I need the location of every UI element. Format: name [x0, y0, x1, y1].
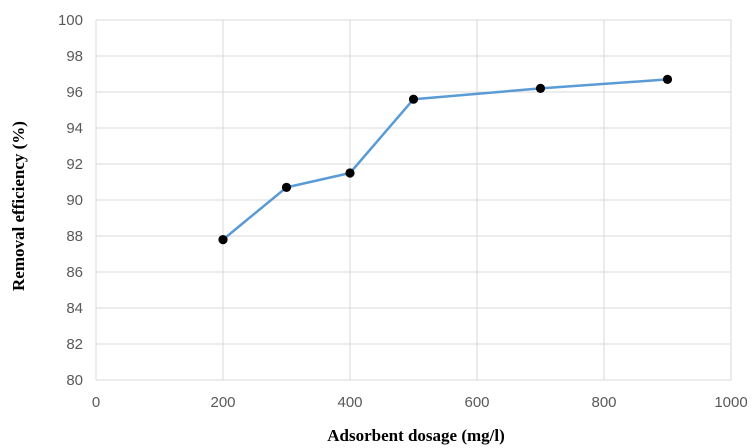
y-tick-label: 88	[66, 228, 83, 245]
y-axis-title: Removal efficiency (%)	[9, 121, 28, 291]
y-tick-label: 90	[66, 192, 83, 209]
y-tick-label: 100	[58, 12, 83, 29]
data-point	[281, 182, 292, 192]
series-line	[222, 78, 668, 241]
x-tick-label: 800	[591, 394, 616, 411]
x-tick-label: 400	[337, 394, 362, 411]
y-tick-label: 80	[66, 372, 83, 389]
grid-lines	[95, 19, 732, 381]
data-point	[218, 235, 228, 245]
x-tick-label: 200	[210, 394, 235, 411]
x-tick-label: 600	[464, 394, 489, 411]
data-point	[662, 74, 673, 84]
y-tick-labels: 80 82 84 86 88 90 92 94 96 98 100	[58, 12, 83, 389]
y-tick-label: 98	[66, 48, 83, 65]
x-tick-label: 1000	[714, 394, 747, 411]
y-tick-label: 96	[66, 84, 83, 101]
x-tick-label: 0	[92, 394, 100, 411]
y-tick-label: 86	[66, 264, 83, 281]
data-point	[408, 94, 419, 104]
data-point	[345, 168, 355, 178]
y-tick-label: 94	[66, 120, 83, 137]
data-series	[218, 74, 673, 245]
x-tick-labels: 0 200 400 600 800 1000	[92, 394, 748, 411]
x-axis-title: Adsorbent dosage (mg/l)	[327, 426, 505, 445]
y-tick-label: 84	[66, 300, 83, 317]
y-tick-label: 82	[66, 336, 83, 353]
y-tick-label: 92	[66, 156, 83, 173]
data-point	[535, 83, 546, 93]
